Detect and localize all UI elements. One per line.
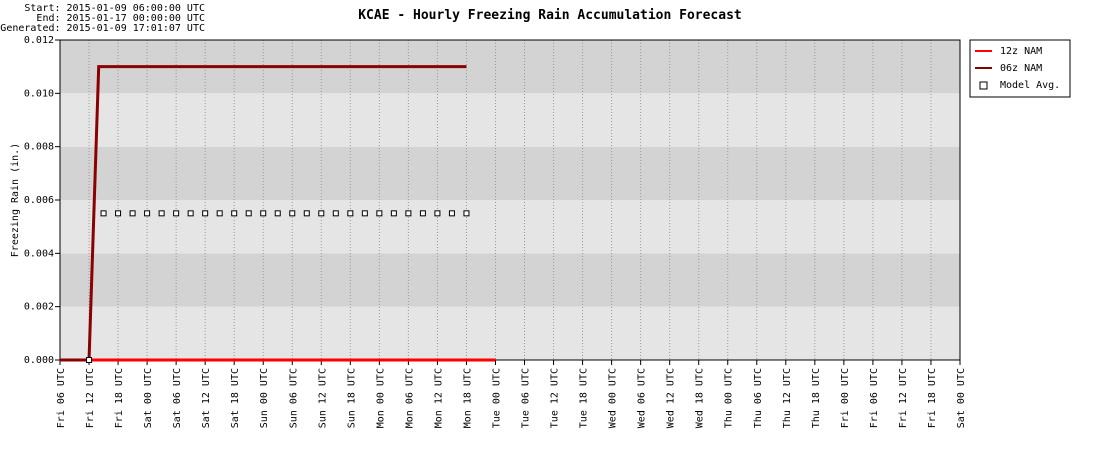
x-tick-label: Wed 00 UTC — [608, 368, 619, 428]
data-point — [289, 210, 296, 217]
x-tick-label: Sat 12 UTC — [201, 368, 212, 428]
x-tick-label: Fri 18 UTC — [927, 368, 938, 428]
x-tick-label: Fri 12 UTC — [85, 368, 96, 428]
header-generated: Generated: 2015-01-09 17:01:07 UTC — [0, 23, 205, 34]
x-tick-label: Thu 18 UTC — [811, 368, 822, 428]
legend-swatch — [979, 81, 988, 90]
data-point — [361, 210, 368, 217]
legend-label: Model Avg. — [1000, 80, 1060, 91]
x-tick-label: Sat 18 UTC — [230, 368, 241, 428]
data-point — [216, 210, 223, 217]
legend-label: 12z NAM — [1000, 46, 1042, 57]
x-tick-label: Wed 06 UTC — [637, 368, 648, 428]
data-point — [158, 210, 165, 217]
data-point — [86, 357, 93, 363]
x-tick-label: Sat 00 UTC — [143, 368, 154, 428]
x-tick-label: Mon 00 UTC — [375, 368, 386, 428]
x-tick-label: Sun 00 UTC — [259, 368, 270, 428]
x-tick-label: Sat 00 UTC — [956, 368, 967, 428]
y-tick-label: 0.004 — [24, 248, 54, 259]
x-tick-label: Tue 12 UTC — [550, 368, 561, 428]
x-tick-label: Sun 18 UTC — [346, 368, 357, 428]
data-point — [376, 210, 383, 217]
data-point — [115, 210, 122, 217]
x-tick-label: Fri 06 UTC — [56, 368, 67, 428]
data-point — [187, 210, 194, 217]
data-point — [419, 210, 426, 217]
y-tick-label: 0.012 — [24, 35, 54, 46]
data-point — [231, 210, 238, 217]
x-tick-label: Mon 12 UTC — [433, 368, 444, 428]
x-tick-label: Thu 12 UTC — [782, 368, 793, 428]
data-point — [245, 210, 252, 217]
header-start: Start: 2015-01-09 06:00:00 UTC — [24, 3, 205, 14]
x-tick-label: Fri 00 UTC — [840, 368, 851, 428]
x-tick-label: Tue 06 UTC — [521, 368, 532, 428]
data-point — [144, 210, 151, 217]
data-point — [173, 210, 180, 217]
legend-label: 06z NAM — [1000, 63, 1042, 74]
y-tick-label: 0.006 — [24, 195, 54, 206]
background-band — [60, 93, 960, 147]
x-tick-label: Tue 00 UTC — [491, 368, 502, 428]
x-tick-label: Sat 06 UTC — [172, 368, 183, 428]
x-tick-label: Sun 12 UTC — [317, 368, 328, 428]
y-tick-label: 0.002 — [24, 302, 54, 313]
data-point — [260, 210, 267, 217]
x-tick-label: Fri 06 UTC — [869, 368, 880, 428]
y-axis-label: Freezing Rain (in.) — [10, 143, 21, 257]
background-band — [60, 306, 960, 360]
data-point — [274, 210, 281, 217]
x-tick-label: Wed 18 UTC — [695, 368, 706, 428]
x-tick-label: Mon 06 UTC — [404, 368, 415, 428]
y-tick-label: 0.008 — [24, 142, 54, 153]
y-tick-label: 0.000 — [24, 355, 54, 366]
plot-frame — [59, 39, 961, 361]
y-tick-label: 0.010 — [24, 88, 54, 99]
background-band — [60, 253, 960, 307]
data-point — [318, 210, 325, 217]
background-band — [60, 200, 960, 254]
data-point — [347, 210, 354, 217]
x-tick-label: Thu 06 UTC — [753, 368, 764, 428]
header-end: End: 2015-01-17 00:00:00 UTC — [36, 13, 205, 24]
data-point — [303, 210, 310, 217]
data-point — [405, 210, 412, 217]
x-tick-label: Fri 12 UTC — [898, 368, 909, 428]
x-tick-label: Wed 12 UTC — [666, 368, 677, 428]
background-band — [60, 146, 960, 200]
data-point — [202, 210, 209, 217]
data-point — [463, 210, 470, 217]
series-line — [60, 65, 467, 362]
data-point — [448, 210, 455, 217]
data-point — [332, 210, 339, 217]
x-tick-label: Sun 06 UTC — [288, 368, 299, 428]
chart-title: KCAE - Hourly Freezing Rain Accumulation… — [358, 8, 742, 23]
x-tick-label: Fri 18 UTC — [114, 368, 125, 428]
x-tick-label: Tue 18 UTC — [579, 368, 590, 428]
data-point — [129, 210, 136, 217]
x-tick-label: Mon 18 UTC — [462, 368, 473, 428]
data-point — [434, 210, 441, 217]
data-point — [100, 210, 107, 217]
data-point — [390, 210, 397, 217]
x-tick-label: Thu 00 UTC — [724, 368, 735, 428]
